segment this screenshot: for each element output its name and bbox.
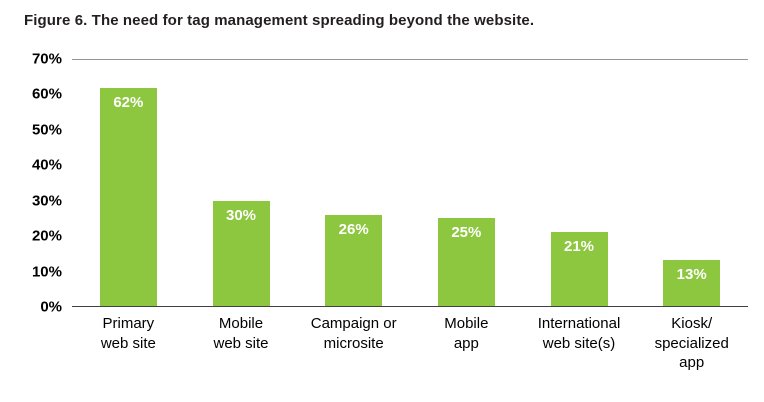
x-category-label: Kiosk/ specialized app bbox=[654, 315, 729, 371]
bar-value-label: 62% bbox=[113, 94, 144, 112]
x-category-label: Mobile app bbox=[444, 315, 489, 352]
bar-value-label: 21% bbox=[564, 238, 595, 256]
bar-column: 30% bbox=[185, 60, 298, 306]
y-tick-label: 60% bbox=[31, 85, 62, 103]
x-category-label: International web site(s) bbox=[537, 315, 621, 352]
bar-value-label: 26% bbox=[338, 220, 369, 238]
x-axis-labels: Primary web site Mobile web site Campaign … bbox=[72, 314, 748, 373]
bar: 13% bbox=[663, 260, 721, 306]
y-tick-label: 10% bbox=[31, 263, 62, 281]
y-tick-label: 40% bbox=[31, 156, 62, 174]
bar-column: 21% bbox=[523, 60, 636, 306]
bar-value-label: 25% bbox=[451, 224, 482, 242]
chart-title: Figure 6. The need for tag management sp… bbox=[24, 12, 535, 29]
bar-column: 62% bbox=[72, 60, 185, 306]
bar-chart: 0% 10% 20% 30% 40% 50% 60% 70% 62% 30% 26% 25% 21% 1… bbox=[24, 51, 748, 373]
y-tick-label: 30% bbox=[31, 192, 62, 210]
y-tick-label: 0% bbox=[40, 298, 62, 316]
bar-column: 25% bbox=[410, 60, 523, 306]
bar: 21% bbox=[550, 232, 608, 306]
x-category-label: Mobile web site bbox=[213, 315, 269, 352]
bar-value-label: 13% bbox=[676, 266, 707, 284]
x-category-label: Primary web site bbox=[100, 315, 156, 352]
y-tick-label: 20% bbox=[31, 227, 62, 245]
y-tick-label: 70% bbox=[31, 50, 62, 68]
plot-outer: 62% 30% 26% 25% 21% 13% Primary web site Mobil… bbox=[72, 59, 748, 373]
bar: 30% bbox=[212, 200, 270, 306]
y-tick-label: 50% bbox=[31, 121, 62, 139]
bar-column: 26% bbox=[297, 60, 410, 306]
bar-value-label: 30% bbox=[225, 206, 257, 224]
bar-column: 13% bbox=[635, 60, 748, 306]
plot-area: 62% 30% 26% 25% 21% 13% bbox=[72, 59, 748, 307]
bar: 62% bbox=[99, 88, 157, 306]
bar: 25% bbox=[437, 218, 495, 306]
y-axis: 0% 10% 20% 30% 40% 50% 60% 70% bbox=[24, 51, 72, 316]
bar: 26% bbox=[325, 214, 383, 306]
x-category-label: Campaign or microsite bbox=[310, 315, 397, 352]
